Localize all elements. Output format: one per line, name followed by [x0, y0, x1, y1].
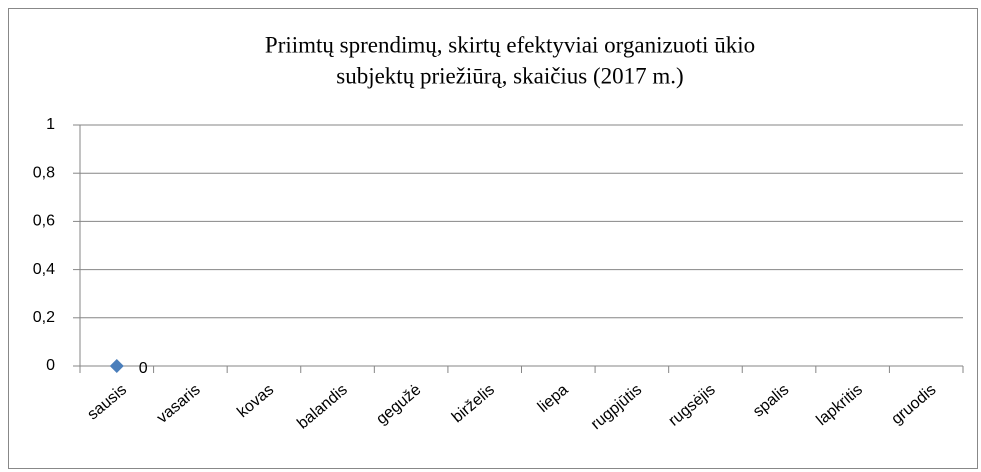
- y-tick-label: 0,2: [33, 309, 55, 326]
- y-tick-label: 1: [46, 116, 55, 133]
- chart-title: subjektų priežiūrą, skaičius (2017 m.): [336, 63, 683, 88]
- marker: [109, 359, 124, 373]
- chart-title: Priimtų sprendimų, skirtų efektyviai org…: [265, 32, 755, 57]
- y-tick-label: 0,8: [33, 164, 55, 181]
- y-tick-label: 0,6: [33, 213, 55, 230]
- chart-border: [8, 8, 978, 469]
- y-tick-label: 0: [46, 357, 55, 374]
- y-tick-label: 0,4: [33, 261, 55, 278]
- data-label: 0: [139, 360, 148, 377]
